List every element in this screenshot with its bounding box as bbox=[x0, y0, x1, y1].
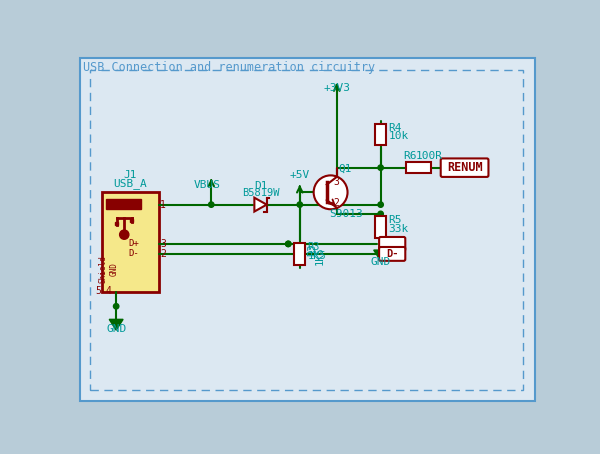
Text: R4: R4 bbox=[388, 123, 402, 133]
FancyBboxPatch shape bbox=[441, 158, 488, 177]
Text: R3: R3 bbox=[308, 243, 317, 256]
Text: USB Connection and renumeration circuitry: USB Connection and renumeration circuitr… bbox=[83, 61, 375, 74]
Text: D-: D- bbox=[128, 249, 139, 258]
Circle shape bbox=[297, 202, 302, 207]
Bar bbox=[102, 192, 158, 292]
Text: D+: D+ bbox=[0, 453, 1, 454]
Text: 1: 1 bbox=[0, 453, 1, 454]
Text: USB_A: USB_A bbox=[113, 178, 147, 189]
Circle shape bbox=[113, 304, 119, 309]
Text: GND: GND bbox=[371, 257, 391, 267]
Text: R3: R3 bbox=[308, 242, 320, 252]
Circle shape bbox=[378, 211, 383, 217]
Text: 2: 2 bbox=[160, 249, 166, 259]
FancyBboxPatch shape bbox=[379, 247, 405, 261]
Text: 3: 3 bbox=[160, 239, 166, 249]
Text: +3V3: +3V3 bbox=[323, 83, 350, 93]
Text: 4: 4 bbox=[106, 286, 112, 296]
Text: 1K5: 1K5 bbox=[308, 251, 326, 261]
Text: +5V: +5V bbox=[290, 170, 310, 180]
Text: RENUM: RENUM bbox=[447, 161, 482, 174]
Text: VBUS: VBUS bbox=[194, 180, 221, 190]
Circle shape bbox=[209, 202, 214, 207]
Bar bbox=[375, 216, 386, 238]
Text: R6: R6 bbox=[403, 151, 416, 161]
Text: 1: 1 bbox=[160, 200, 166, 210]
Polygon shape bbox=[374, 250, 388, 261]
Circle shape bbox=[119, 230, 129, 239]
FancyBboxPatch shape bbox=[379, 237, 405, 251]
Bar bbox=[115, 222, 118, 226]
Circle shape bbox=[314, 175, 347, 209]
Text: D1: D1 bbox=[254, 181, 267, 191]
Circle shape bbox=[378, 165, 383, 170]
Circle shape bbox=[286, 241, 291, 247]
Bar bbox=[106, 199, 141, 209]
Text: 100R: 100R bbox=[416, 151, 443, 161]
Text: 33k: 33k bbox=[388, 223, 409, 233]
Text: B5819W: B5819W bbox=[242, 188, 279, 198]
Text: S9013: S9013 bbox=[329, 209, 363, 219]
Polygon shape bbox=[109, 319, 123, 330]
Polygon shape bbox=[254, 197, 266, 212]
Text: R5: R5 bbox=[388, 215, 402, 225]
Text: Q1: Q1 bbox=[338, 163, 352, 173]
Circle shape bbox=[286, 241, 291, 247]
Bar bbox=[406, 162, 431, 173]
Text: VBUS: VBUS bbox=[121, 200, 143, 209]
Text: 2: 2 bbox=[333, 197, 339, 208]
Text: 1K5: 1K5 bbox=[315, 246, 325, 265]
Bar bbox=[295, 243, 305, 265]
Text: D-: D- bbox=[386, 249, 398, 259]
Circle shape bbox=[378, 202, 383, 207]
Text: D+: D+ bbox=[128, 239, 139, 248]
Text: 5: 5 bbox=[95, 286, 101, 296]
Text: J1: J1 bbox=[124, 170, 137, 180]
Text: GND: GND bbox=[106, 325, 126, 335]
Text: 3: 3 bbox=[333, 177, 339, 187]
Bar bbox=[130, 219, 133, 222]
Text: Shield
GND: Shield GND bbox=[98, 256, 119, 283]
Text: 10k: 10k bbox=[388, 131, 409, 141]
Bar bbox=[375, 124, 386, 145]
